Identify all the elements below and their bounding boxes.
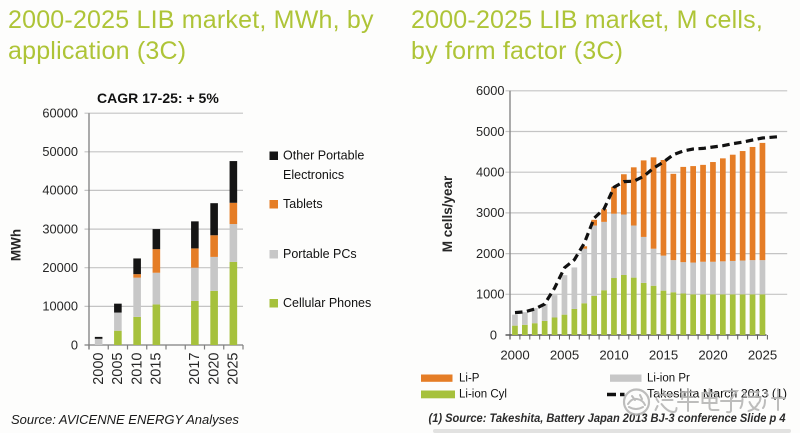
svg-text:Li-P: Li-P bbox=[459, 373, 480, 385]
svg-text:MWh: MWh bbox=[9, 229, 24, 261]
svg-text:4000: 4000 bbox=[476, 165, 504, 180]
svg-text:Cellular Phones: Cellular Phones bbox=[283, 296, 371, 310]
svg-text:application (3C): application (3C) bbox=[8, 37, 186, 65]
svg-text:2010: 2010 bbox=[599, 348, 628, 363]
svg-text:1000: 1000 bbox=[476, 287, 504, 302]
svg-text:2020: 2020 bbox=[698, 348, 727, 363]
svg-text:2017: 2017 bbox=[187, 353, 203, 385]
svg-text:(1) Source: Takeshita, Battery: (1) Source: Takeshita, Battery Japan 201… bbox=[429, 411, 786, 425]
svg-text:Other Portable: Other Portable bbox=[283, 149, 364, 163]
svg-text:2015: 2015 bbox=[649, 348, 678, 363]
svg-text:2000-2025 LIB market, MWh, by: 2000-2025 LIB market, MWh, by bbox=[8, 6, 374, 34]
svg-text:2025: 2025 bbox=[748, 348, 777, 363]
svg-text:2000: 2000 bbox=[91, 353, 107, 385]
svg-text:2005: 2005 bbox=[110, 353, 126, 385]
svg-text:Li-ion Cyl: Li-ion Cyl bbox=[459, 389, 507, 401]
svg-text:2020: 2020 bbox=[206, 353, 222, 385]
svg-text:10000: 10000 bbox=[42, 299, 78, 314]
svg-text:5000: 5000 bbox=[476, 124, 504, 139]
svg-text:50000: 50000 bbox=[42, 144, 78, 159]
svg-text:0: 0 bbox=[490, 327, 497, 342]
svg-text:Li-ion Pr: Li-ion Pr bbox=[647, 373, 690, 385]
svg-text:30000: 30000 bbox=[42, 221, 78, 236]
svg-text:2010: 2010 bbox=[129, 353, 145, 385]
svg-text:20000: 20000 bbox=[42, 260, 78, 275]
svg-text:Source: AVICENNE ENERGY Analys: Source: AVICENNE ENERGY Analyses bbox=[11, 412, 239, 427]
svg-text:Tablets: Tablets bbox=[283, 197, 323, 211]
svg-text:2015: 2015 bbox=[149, 353, 165, 385]
svg-text:40000: 40000 bbox=[42, 183, 78, 198]
svg-text:Portable PCs: Portable PCs bbox=[283, 247, 357, 261]
svg-text:2025: 2025 bbox=[226, 353, 242, 385]
svg-text:M cells/year: M cells/year bbox=[440, 175, 455, 252]
svg-text:2000-2025 LIB market, M cells,: 2000-2025 LIB market, M cells, bbox=[411, 6, 763, 34]
svg-text:3000: 3000 bbox=[476, 205, 504, 220]
svg-text:60000: 60000 bbox=[42, 106, 78, 121]
svg-text:2005: 2005 bbox=[550, 348, 579, 363]
svg-text:2000: 2000 bbox=[500, 348, 529, 363]
svg-text:6000: 6000 bbox=[476, 83, 504, 98]
svg-text:2000: 2000 bbox=[476, 246, 504, 261]
svg-text:CAGR 17-25: + 5%: CAGR 17-25: + 5% bbox=[97, 90, 219, 106]
svg-text:Electronics: Electronics bbox=[283, 168, 344, 182]
svg-text:by form factor (3C): by form factor (3C) bbox=[411, 37, 623, 65]
svg-text:0: 0 bbox=[71, 337, 78, 352]
